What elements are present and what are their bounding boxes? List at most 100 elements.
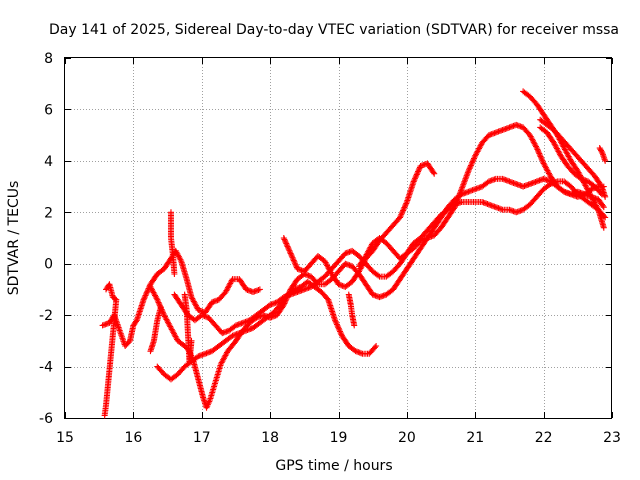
series-track-1 [99,247,263,349]
data-point [415,167,422,174]
series-track-4 [171,178,609,337]
series-track-10 [101,281,120,419]
data-point [141,295,148,302]
data-point [286,247,293,254]
series-track-13 [181,291,195,365]
data-point [101,412,108,419]
x-tick-label: 21 [466,430,484,446]
data-point [537,153,544,160]
y-tick-label: -2 [39,308,53,324]
data-point [533,145,540,151]
data-point [156,300,163,307]
plot-frame [64,57,612,419]
data-point [540,159,547,166]
data-point [281,300,288,307]
data-point [154,296,161,303]
data-point [466,165,473,172]
data-point [402,203,409,210]
data-point [398,210,405,217]
data-point [538,156,545,163]
data-point [291,258,298,265]
data-point [332,317,339,324]
x-tick-labels: 15 16 17 18 19 20 21 22 23 [56,430,621,446]
data-point [470,156,477,163]
data-point [465,168,472,175]
y-tick-label: -6 [39,411,53,427]
data-point [469,158,476,165]
series-track-11 [167,209,178,277]
data-point [538,154,545,161]
data-point [333,320,340,327]
data-point [400,206,407,213]
data-point [400,207,407,214]
y-tick-label: 8 [44,51,53,67]
data-point [598,147,605,154]
series-track-5 [280,160,438,290]
data-point [371,344,378,351]
data-point [293,263,300,270]
data-point [415,168,422,175]
data-point [154,298,161,305]
series-track-9 [537,124,605,198]
data-point [398,211,405,218]
data-point [284,243,291,250]
data-point [188,337,195,344]
data-point [402,201,409,208]
data-point [282,239,289,246]
data-point [288,251,295,258]
x-tick-label: 17 [193,430,211,446]
data-point [171,271,178,277]
data-point [281,236,288,243]
data-point [283,242,290,249]
series-track-3 [147,175,607,411]
data-point [536,150,543,157]
data-point [600,204,607,211]
data-point [414,170,421,177]
data-point [602,157,609,164]
y-axis-label: SDTVAR / TECUs [6,181,22,296]
series-track-2 [154,278,380,383]
data-point [536,152,543,159]
data-point [533,143,540,150]
data-point [292,261,299,268]
data-point [401,204,408,211]
x-tick-label: 20 [398,430,416,446]
x-tick-label: 15 [56,430,74,446]
data-point [596,145,603,151]
data-point [335,324,342,331]
data-point [143,289,150,296]
data-point [334,322,341,329]
data-point [332,318,339,325]
data-point [535,149,542,156]
data-point [375,272,382,279]
data-point [471,155,478,162]
data-point [534,146,541,153]
data-point [467,163,474,170]
data-point [285,246,292,253]
data-point [412,174,419,181]
chart-title: Day 141 of 2025, Sidereal Day-to-day VTE… [49,22,619,38]
data-point [471,154,478,161]
series-track-15 [596,145,609,164]
data-point [539,157,546,164]
data-point [337,329,344,336]
data-point [594,205,601,212]
data-point [280,301,287,308]
data-point [466,166,473,173]
data-point [142,292,149,299]
data-point [147,348,154,355]
series-track-14 [345,291,358,329]
data-point [450,205,457,212]
data-point [285,244,292,251]
data-point [290,257,297,264]
grid-lines [65,58,612,418]
data-point [597,146,604,153]
data-point [467,162,474,169]
data-point [290,256,297,263]
y-tick-label: 2 [44,205,53,221]
data-point [597,182,604,189]
data-point [403,200,410,207]
data-point [599,202,606,209]
series-track-6 [356,121,607,270]
